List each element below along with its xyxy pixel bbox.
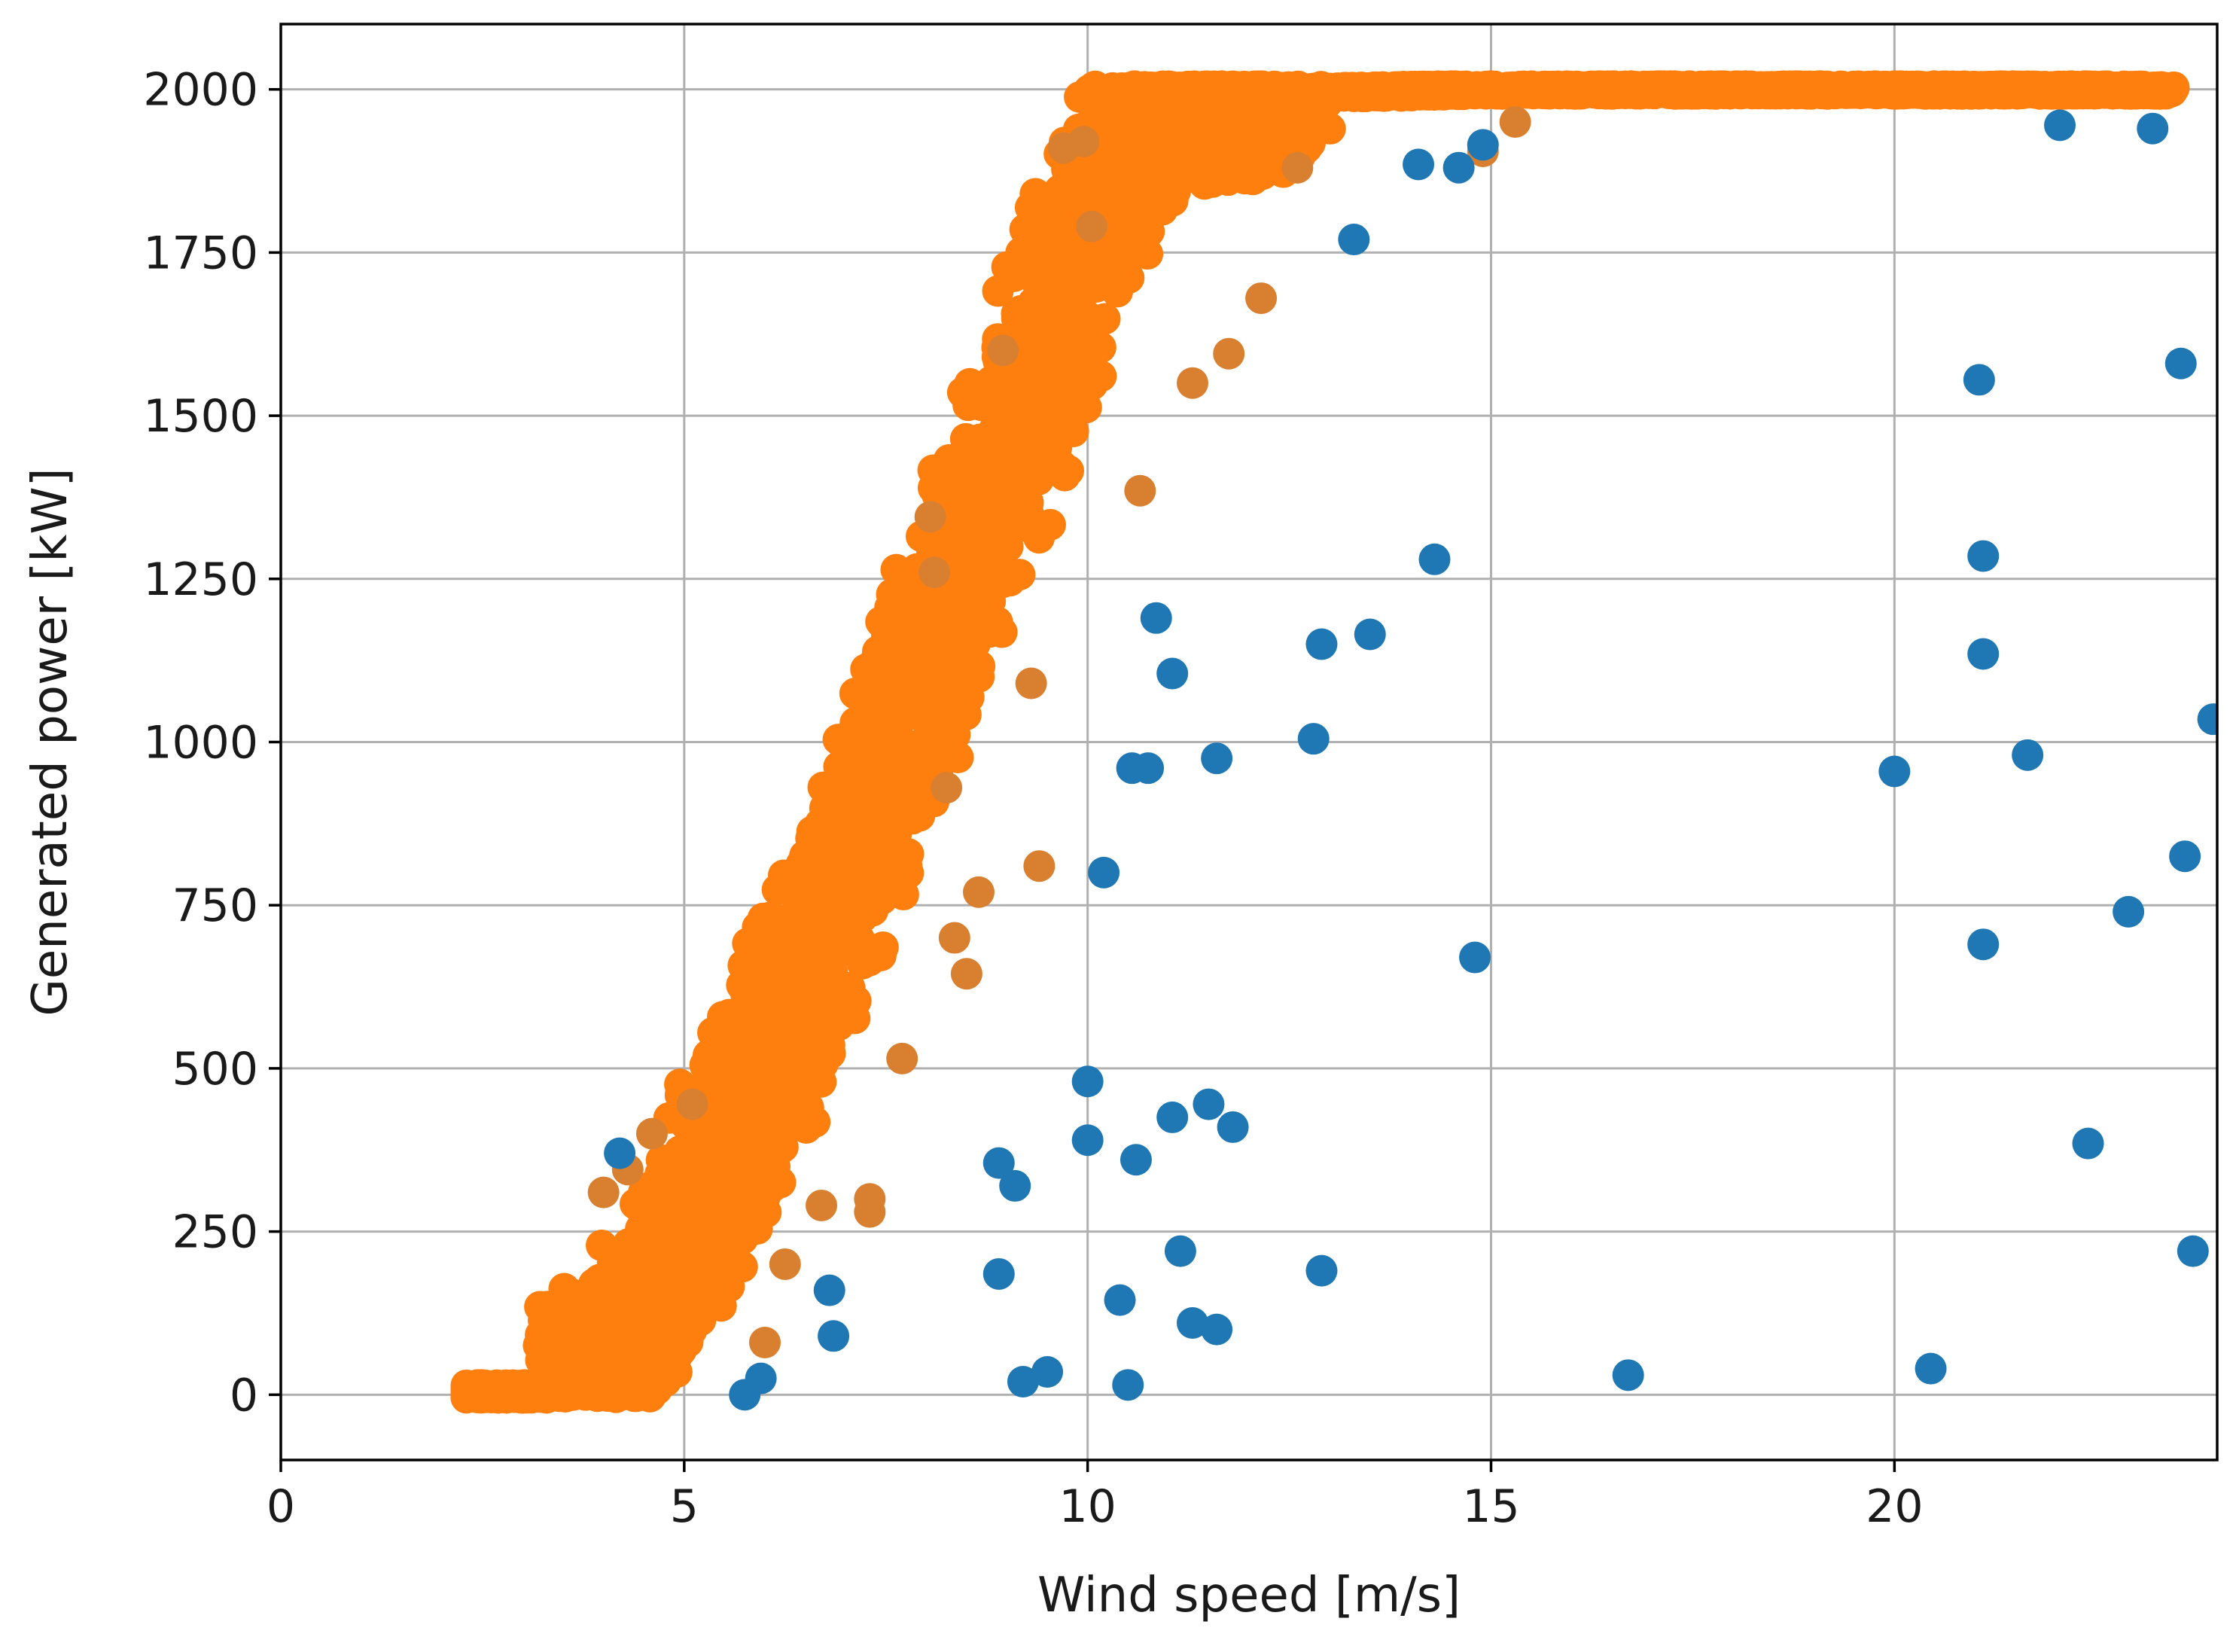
grid-lines — [281, 24, 2217, 1460]
orange-point — [892, 838, 924, 870]
orange-point — [628, 1351, 660, 1382]
orange-point — [1010, 447, 1041, 478]
orange-point — [898, 760, 930, 792]
orange-point — [1034, 509, 1066, 541]
orange-point — [759, 927, 791, 959]
orange-point — [787, 977, 819, 1009]
orange-point — [1074, 75, 1105, 106]
orange-point — [828, 924, 860, 956]
orange-point — [1069, 305, 1101, 337]
orange-point — [965, 594, 997, 626]
orange-point — [795, 823, 827, 855]
orange-point — [1049, 460, 1080, 492]
orange-point — [998, 261, 1030, 292]
orange-point — [954, 368, 985, 400]
orange-point — [779, 1086, 811, 1117]
orange-point — [696, 1120, 727, 1151]
orange-point — [730, 1202, 762, 1233]
orange-point — [784, 949, 815, 981]
orange-point — [743, 1081, 775, 1112]
orange-point — [823, 1009, 854, 1041]
orange-point — [1022, 332, 1053, 364]
orange-point — [1017, 287, 1049, 319]
orange-point — [817, 956, 848, 988]
orange-point — [810, 792, 842, 824]
orange-point — [524, 1291, 556, 1323]
orange-point — [586, 1230, 617, 1261]
